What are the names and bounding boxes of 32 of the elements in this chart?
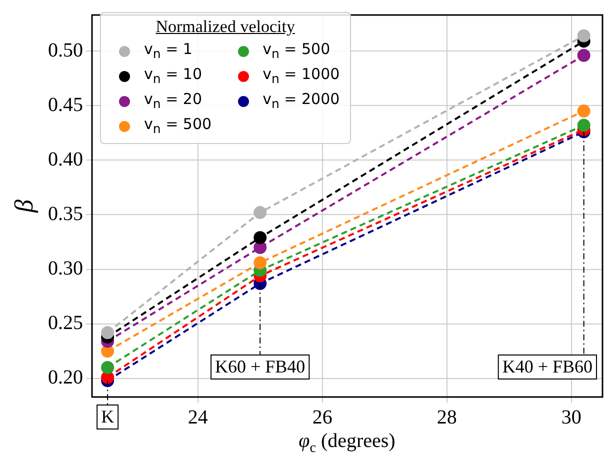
legend-label: v$_{n}$ = 1	[144, 39, 192, 63]
x-tick-label: 30	[561, 406, 582, 428]
y-tick-label: 0.50	[48, 39, 83, 62]
point	[577, 29, 590, 42]
y-tick-label: 0.45	[48, 94, 83, 116]
point	[577, 118, 590, 132]
point	[101, 361, 114, 374]
legend-label: v$_{n}$ = 2000	[262, 89, 340, 113]
annotation: K40 + FB60	[502, 356, 592, 377]
annotation: K60 + FB40	[215, 356, 306, 377]
point	[254, 206, 267, 220]
x-tick-label: 26	[312, 406, 332, 428]
point	[254, 231, 267, 244]
y-tick-label: 0.40	[48, 148, 83, 170]
point	[101, 326, 114, 340]
x-tick-label: 28	[436, 406, 457, 428]
annotation: K	[101, 406, 114, 427]
y-axis-title: β	[9, 199, 38, 214]
y-tick-label: 0.25	[48, 312, 83, 334]
legend-title: Normalized velocity	[154, 17, 296, 37]
legend-label: v$_{n}$ = 1000	[262, 64, 340, 88]
y-tick-label: 0.20	[48, 366, 83, 389]
point	[254, 256, 267, 270]
legend-label: v$_{n}$ = 500	[262, 39, 330, 63]
legend-label: v$_{n}$ = 500	[144, 114, 212, 138]
point	[577, 48, 590, 62]
point	[577, 104, 590, 118]
y-tick-label: 0.35	[48, 202, 83, 225]
legend-label: v$_{n}$ = 20	[144, 89, 202, 113]
legend-label: v$_{n}$ = 10	[144, 64, 202, 88]
x-tick-label: 24	[188, 406, 208, 428]
y-tick-label: 0.30	[48, 258, 83, 280]
